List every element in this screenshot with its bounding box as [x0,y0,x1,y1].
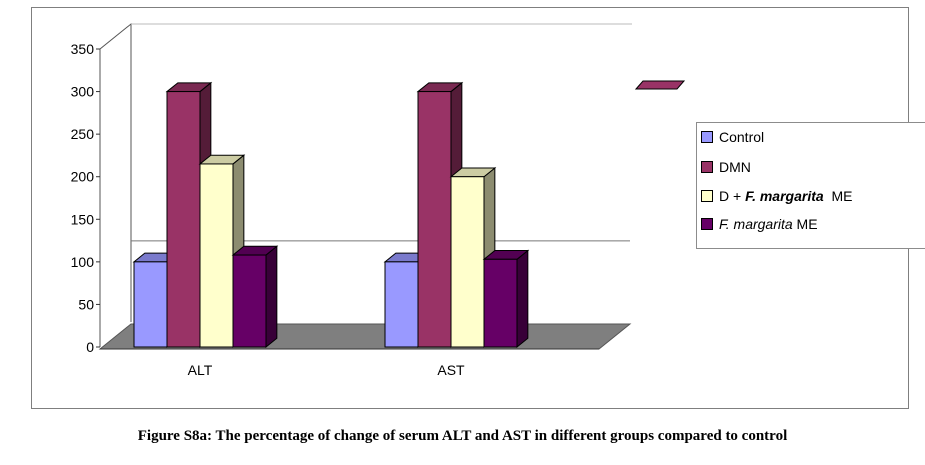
bar-front [232,254,267,348]
legend-swatch-fm-me [701,218,713,230]
bar-front [483,258,518,348]
y-tick-label: 50 [78,296,94,312]
y-tick-label: 0 [86,339,94,355]
axis-labels: 0 50 100 150 200 250 300 350 ALT AST [71,41,465,378]
y-tick-label: 100 [71,254,95,270]
bar-ast-3 [482,249,530,349]
legend-item-d-fm-me: D + F. margarita ME [701,186,852,206]
legend-item-dmn: DMN [701,157,751,177]
legend-label-d-fm-me-suffix: ME [823,188,853,204]
y-axis-wall [99,22,132,347]
bar-chart: 0 50 100 150 200 250 300 350 ALT AST [71,22,686,378]
bar-front [133,261,168,348]
legend: Control DMN D + F. margarita ME F. marga… [696,122,925,249]
legend-label-d-fm-me-prefix: D + [719,188,746,204]
legend-item-control: Control [701,127,764,147]
bar-alt-2 [198,154,246,349]
bar-front [199,163,234,348]
bar-front [417,91,452,348]
y-tick-label: 150 [71,211,95,227]
y-tick-label: 250 [71,126,95,142]
y-tick-label: 300 [71,84,95,100]
y-tick-label: 350 [71,41,95,57]
legend-label-fm-me-italic: F. margarita [719,216,793,232]
bar-side [265,245,278,349]
y-tick-label: 200 [71,169,95,185]
legend-item-fm-me: F. margarita ME [701,214,818,234]
x-category-label: ALT [188,362,213,378]
legend-label-fm-me-suffix: ME [792,216,818,232]
bar-front [166,91,201,348]
legend-label-dmn: DMN [719,159,751,175]
legend-label-control: Control [719,129,765,145]
legend-label-d-fm-me-italic: F. margarita [745,188,824,204]
figure-caption: Figure S8a: The percentage of change of … [137,428,788,444]
bars [132,80,686,349]
chart-frame: 0 50 100 150 200 250 300 350 ALT AST Control DMN … [31,7,925,409]
x-category-label: AST [437,362,465,378]
bar-front [384,261,419,348]
bar-side [516,249,529,349]
legend-swatch-d-fm-me [701,190,713,202]
bar-alt-3 [231,245,279,349]
legend-swatch-dmn [701,161,713,173]
stray-legend-marker [634,80,686,90]
legend-swatch-control [701,131,713,143]
bar-front [450,176,485,348]
